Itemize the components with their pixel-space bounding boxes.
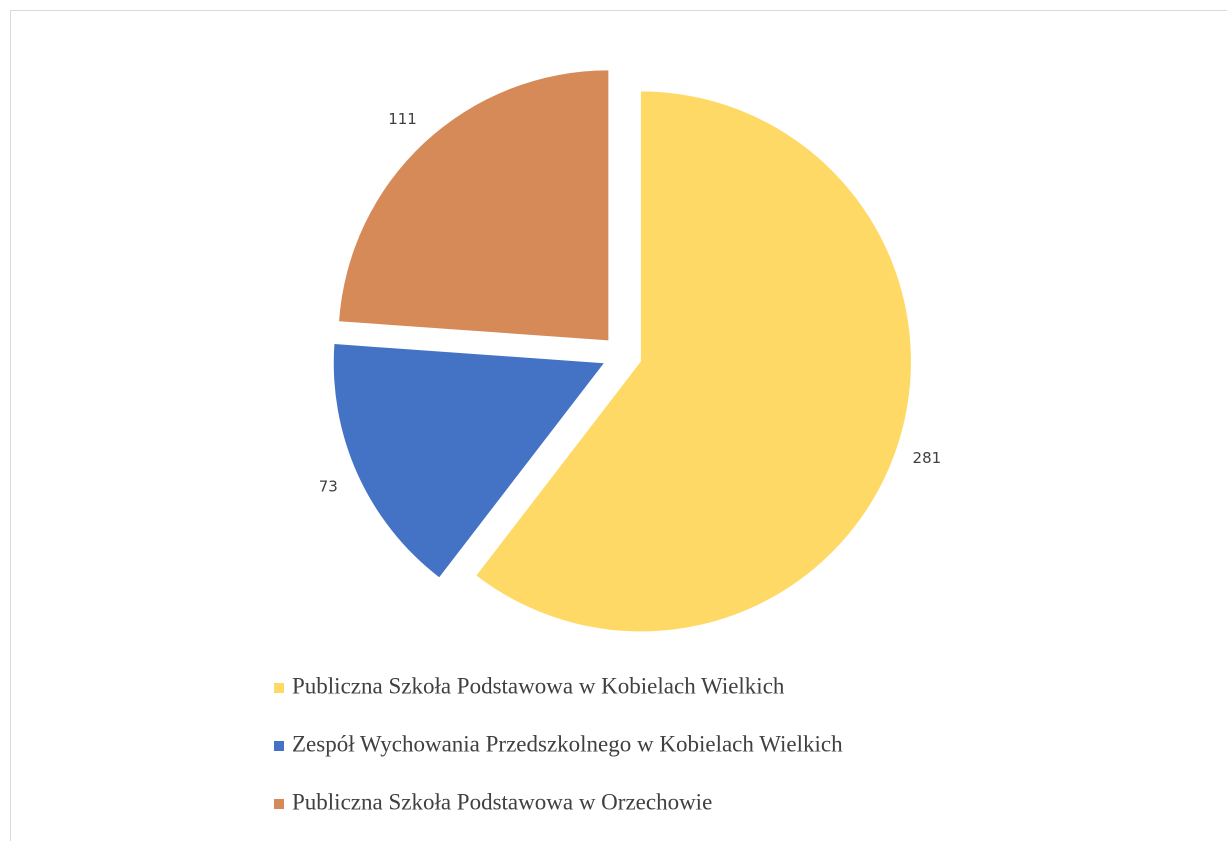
legend-label: Publiczna Szkoła Podstawowa w Kobielach … — [292, 673, 785, 698]
legend-swatch — [274, 741, 284, 751]
pie-slice — [339, 70, 609, 341]
legend-swatch — [274, 799, 284, 809]
legend-label: Publiczna Szkoła Podstawowa w Orzechowie — [292, 789, 712, 814]
pie-slice — [476, 91, 911, 632]
data-label: 73 — [319, 477, 338, 495]
pie-slice — [333, 344, 604, 578]
legend-label: Zespół Wychowania Przedszkolnego w Kobie… — [292, 731, 843, 756]
data-label: 281 — [913, 449, 942, 467]
legend-swatch — [274, 683, 284, 693]
chart-frame — [10, 10, 1227, 841]
data-label: 111 — [388, 110, 417, 128]
